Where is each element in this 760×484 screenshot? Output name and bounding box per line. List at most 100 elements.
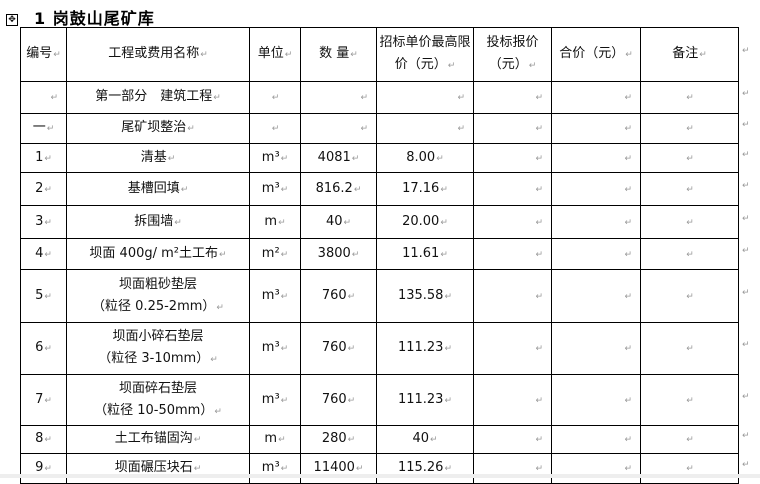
cell-no[interactable]: 7: [20, 374, 67, 426]
cell-name[interactable]: 坝面碾压块石: [66, 453, 250, 484]
table-row: 一尾矿坝整治: [20, 113, 739, 144]
cell-qty[interactable]: 40: [300, 205, 377, 239]
header-name: 工程或费用名称: [66, 27, 250, 82]
cell-bid-price[interactable]: [473, 81, 552, 114]
cell-bid-price[interactable]: [473, 425, 552, 454]
cell-name[interactable]: 清基: [66, 143, 250, 173]
cell-total[interactable]: [551, 81, 641, 114]
cell-no[interactable]: 一: [20, 113, 67, 144]
cell-qty[interactable]: [300, 113, 377, 144]
cell-bid-price[interactable]: [473, 322, 552, 375]
cell-remark[interactable]: [640, 238, 739, 270]
cell-name[interactable]: 土工布锚固沟: [66, 425, 250, 454]
cell-remark[interactable]: [640, 113, 739, 144]
cell-qty[interactable]: 816.2: [300, 172, 377, 206]
cell-max-price[interactable]: 40: [376, 425, 474, 454]
cell-name[interactable]: 坝面碎石垫层 （粒径 10-50mm）: [66, 374, 250, 426]
cell-no[interactable]: 8: [20, 425, 67, 454]
cell-qty[interactable]: 280: [300, 425, 377, 454]
cell-remark[interactable]: [640, 374, 739, 426]
cell-unit[interactable]: m³: [249, 322, 301, 375]
cell-max-price[interactable]: 111.23: [376, 374, 474, 426]
cell-remark[interactable]: [640, 205, 739, 239]
cell-bid-price[interactable]: [473, 205, 552, 239]
table-row: 5坝面粗砂垫层（粒径 0.25-2mm）m³760135.58: [20, 269, 739, 323]
cell-total[interactable]: [551, 322, 641, 375]
cell-no[interactable]: 4: [20, 238, 67, 270]
cell-qty[interactable]: [300, 81, 377, 114]
cell-qty[interactable]: 760: [300, 322, 377, 375]
cell-name[interactable]: 拆围墙: [66, 205, 250, 239]
cell-unit[interactable]: m³: [249, 172, 301, 206]
cell-name[interactable]: 坝面 400g/ m²土工布: [66, 238, 250, 270]
cell-total[interactable]: [551, 172, 641, 206]
cell-unit[interactable]: m: [249, 425, 301, 454]
cell-unit[interactable]: [249, 113, 301, 144]
cell-remark[interactable]: [640, 453, 739, 484]
cell-max-price[interactable]: 135.58: [376, 269, 474, 323]
table-row: 9坝面碾压块石m³11400115.26: [20, 453, 739, 484]
cell-unit[interactable]: m³: [249, 269, 301, 323]
cell-total[interactable]: [551, 453, 641, 484]
cell-total[interactable]: [551, 374, 641, 426]
title-text: 1 岗鼓山尾矿库: [34, 9, 155, 28]
cell-remark[interactable]: [640, 322, 739, 375]
cell-qty[interactable]: 11400: [300, 453, 377, 484]
header-max-price: 招标单价最高限价（元）: [376, 27, 474, 82]
cell-name[interactable]: 坝面小碎石垫层 （粒径 3-10mm）: [66, 322, 250, 375]
cell-name[interactable]: 基槽回填: [66, 172, 250, 206]
cell-name[interactable]: 第一部分 建筑工程: [66, 81, 250, 114]
cell-bid-price[interactable]: [473, 238, 552, 270]
cell-no[interactable]: [20, 81, 67, 114]
cell-unit[interactable]: m³: [249, 453, 301, 484]
cell-remark[interactable]: [640, 172, 739, 206]
row-end-mark: ↵: [742, 460, 750, 470]
cell-max-price[interactable]: 115.26: [376, 453, 474, 484]
cell-total[interactable]: [551, 113, 641, 144]
table-move-handle-icon[interactable]: ✥: [6, 14, 18, 26]
cell-no[interactable]: 2: [20, 172, 67, 206]
cell-remark[interactable]: [640, 425, 739, 454]
cell-name[interactable]: 尾矿坝整治: [66, 113, 250, 144]
cell-max-price[interactable]: [376, 113, 474, 144]
cell-remark[interactable]: [640, 143, 739, 173]
cell-max-price[interactable]: 111.23: [376, 322, 474, 375]
cell-remark[interactable]: [640, 269, 739, 323]
cell-max-price[interactable]: 11.61: [376, 238, 474, 270]
cell-no[interactable]: 5: [20, 269, 67, 323]
cell-name[interactable]: 坝面粗砂垫层 （粒径 0.25-2mm）: [66, 269, 250, 323]
cell-bid-price[interactable]: [473, 172, 552, 206]
cell-max-price[interactable]: 8.00: [376, 143, 474, 173]
cell-qty[interactable]: 3800: [300, 238, 377, 270]
cell-remark[interactable]: [640, 81, 739, 114]
cell-qty[interactable]: 760: [300, 374, 377, 426]
table-row: 3拆围墙m4020.00: [20, 205, 739, 239]
row-end-mark: ↵: [742, 149, 750, 160]
cell-total[interactable]: [551, 269, 641, 323]
cell-no[interactable]: 1: [20, 143, 67, 173]
cell-max-price[interactable]: 17.16: [376, 172, 474, 206]
cell-no[interactable]: 6: [20, 322, 67, 375]
cell-unit[interactable]: [249, 81, 301, 114]
cell-max-price[interactable]: 20.00: [376, 205, 474, 239]
cell-bid-price[interactable]: [473, 113, 552, 144]
cell-qty[interactable]: 4081: [300, 143, 377, 173]
cell-no[interactable]: 9: [20, 453, 67, 484]
cell-max-price[interactable]: [376, 81, 474, 114]
cell-bid-price[interactable]: [473, 269, 552, 323]
header-total: 合价（元）: [551, 27, 641, 82]
cell-bid-price[interactable]: [473, 374, 552, 426]
cell-total[interactable]: [551, 205, 641, 239]
cell-total[interactable]: [551, 425, 641, 454]
cell-total[interactable]: [551, 143, 641, 173]
cell-bid-price[interactable]: [473, 453, 552, 484]
header-remark: 备注: [640, 27, 739, 82]
cell-bid-price[interactable]: [473, 143, 552, 173]
cell-unit[interactable]: m: [249, 205, 301, 239]
cell-unit[interactable]: m³: [249, 374, 301, 426]
cell-unit[interactable]: m³: [249, 143, 301, 173]
cell-qty[interactable]: 760: [300, 269, 377, 323]
cell-no[interactable]: 3: [20, 205, 67, 239]
cell-unit[interactable]: m²: [249, 238, 301, 270]
cell-total[interactable]: [551, 238, 641, 270]
